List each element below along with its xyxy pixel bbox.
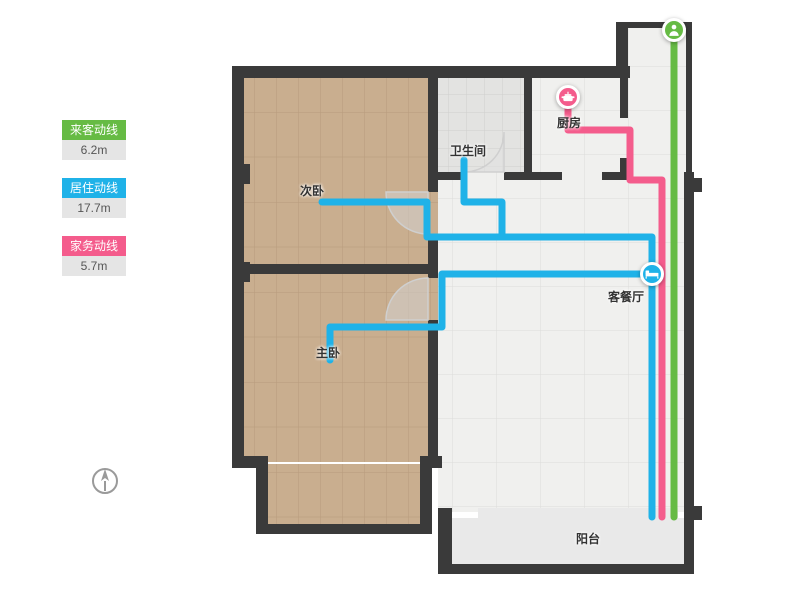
bed-icon — [645, 269, 659, 279]
legend-label: 来客动线 — [62, 120, 126, 140]
person-icon — [667, 23, 681, 37]
marker-living — [640, 262, 664, 286]
legend-value: 6.2m — [62, 140, 126, 160]
legend: 来客动线 6.2m 居住动线 17.7m 家务动线 5.7m — [62, 120, 126, 294]
room-label-balcony: 阳台 — [576, 530, 600, 547]
pot-icon — [561, 91, 575, 103]
circulation-paths — [232, 22, 752, 582]
legend-item-guest: 来客动线 6.2m — [62, 120, 126, 160]
marker-housework — [556, 85, 580, 109]
legend-item-living: 居住动线 17.7m — [62, 178, 126, 218]
legend-label: 居住动线 — [62, 178, 126, 198]
room-label-master-bedroom: 主卧 — [316, 344, 340, 361]
room-label-secondary-bedroom: 次卧 — [300, 182, 324, 199]
legend-label: 家务动线 — [62, 236, 126, 256]
path-living — [322, 160, 652, 517]
floor-plan: 次卧 主卧 卫生间 厨房 客餐厅 阳台 — [232, 22, 752, 582]
legend-value: 17.7m — [62, 198, 126, 218]
legend-item-housework: 家务动线 5.7m — [62, 236, 126, 276]
compass-icon — [90, 466, 120, 501]
legend-value: 5.7m — [62, 256, 126, 276]
marker-guest — [662, 18, 686, 42]
room-label-bathroom: 卫生间 — [450, 142, 486, 159]
room-label-living-dining: 客餐厅 — [608, 288, 644, 305]
room-label-kitchen: 厨房 — [557, 114, 581, 131]
path-housework — [568, 97, 662, 517]
